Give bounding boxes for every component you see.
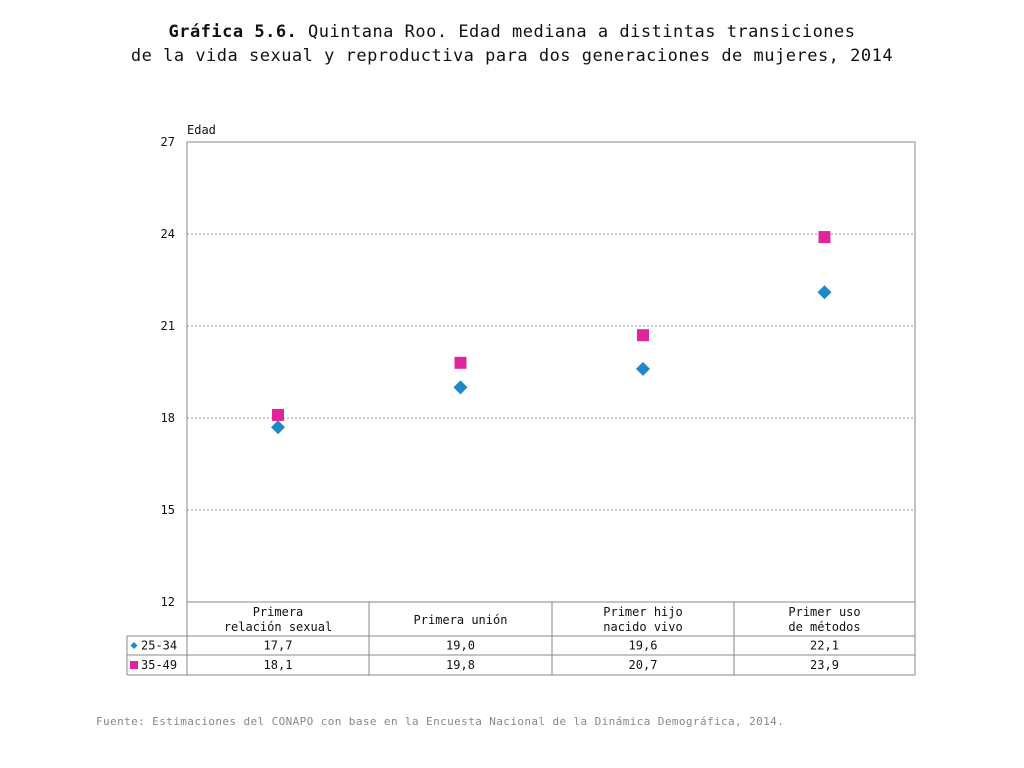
data-point-35-49 bbox=[637, 329, 649, 342]
data-point-35-49 bbox=[454, 356, 467, 369]
y-tick-label: 27 bbox=[161, 135, 175, 149]
category-label: nacido vivo bbox=[603, 620, 682, 634]
y-tick-label: 18 bbox=[161, 411, 175, 425]
y-tick-label: 21 bbox=[161, 319, 175, 333]
legend-marker-25-34 bbox=[130, 642, 138, 649]
y-tick-label: 24 bbox=[161, 227, 175, 241]
title-line2: de la vida sexual y reproductiva para do… bbox=[130, 46, 894, 66]
data-point-35-49 bbox=[272, 408, 284, 421]
chart-title: Gráfica 5.6. Quintana Roo. Edad mediana … bbox=[0, 20, 1024, 68]
data-label: 18,1 bbox=[264, 658, 293, 672]
plot-frame bbox=[186, 141, 916, 603]
y-tick-label: 15 bbox=[161, 503, 175, 517]
title-figure-number: Gráfica 5.6. bbox=[168, 22, 298, 42]
data-point-25-34 bbox=[636, 361, 650, 376]
y-axis-label: Edad bbox=[187, 123, 216, 137]
category-label: Primera unión bbox=[414, 613, 508, 627]
data-label: 19,8 bbox=[446, 658, 475, 672]
category-label: Primer hijo bbox=[603, 605, 682, 619]
data-label: 22,1 bbox=[810, 639, 839, 653]
data-label: 23,9 bbox=[810, 658, 839, 672]
data-point-25-34 bbox=[817, 285, 832, 300]
data-point-25-34 bbox=[453, 380, 468, 395]
data-point-35-49 bbox=[818, 231, 831, 244]
legend-label: 25-34 bbox=[141, 639, 177, 653]
legend-marker-35-49 bbox=[130, 661, 138, 669]
data-label: 17,7 bbox=[264, 639, 293, 653]
title-line1: Quintana Roo. Edad mediana a distintas t… bbox=[297, 22, 856, 42]
legend-label: 35-49 bbox=[141, 658, 177, 672]
source-note: Fuente: Estimaciones del CONAPO con base… bbox=[96, 715, 785, 728]
data-point-25-34 bbox=[271, 420, 285, 435]
category-label: Primer uso bbox=[788, 605, 860, 619]
data-label: 20,7 bbox=[629, 658, 658, 672]
category-label: Primera bbox=[253, 605, 304, 619]
category-label: relación sexual bbox=[224, 620, 332, 634]
y-tick-label: 12 bbox=[161, 595, 175, 609]
category-label: de métodos bbox=[788, 620, 860, 634]
data-label: 19,6 bbox=[629, 639, 658, 653]
data-label: 19,0 bbox=[446, 639, 475, 653]
